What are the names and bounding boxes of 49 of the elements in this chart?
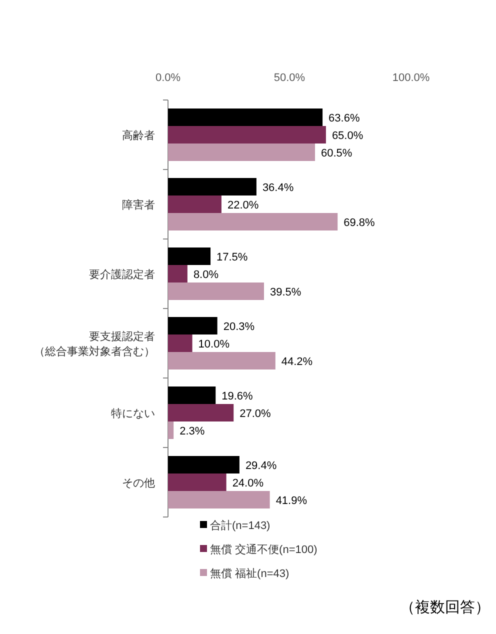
y-tick-label: 要支援認定者（総合事業対象者含む） [34, 330, 155, 358]
data-label: 69.8% [344, 216, 376, 229]
data-label: 36.4% [262, 182, 294, 194]
y-tick-label: 要介護認定者 [89, 268, 155, 281]
data-label: 2.3% [180, 425, 205, 438]
legend-label: 合計(n=143) [210, 519, 270, 532]
x-tick-label: 100.0% [392, 72, 430, 84]
data-label: 63.6% [328, 112, 360, 124]
y-tick-label: その他 [122, 477, 155, 490]
data-label: 19.6% [222, 390, 254, 402]
bar [168, 196, 222, 213]
bar [168, 144, 316, 161]
bar [168, 404, 234, 422]
data-label: 44.2% [281, 356, 313, 368]
bar [168, 352, 276, 370]
bar [168, 491, 270, 508]
legend-label: 無償 交通不便(n=100) [210, 543, 318, 556]
data-label: 22.0% [227, 199, 259, 212]
data-label: 8.0% [193, 268, 219, 281]
bar [168, 422, 174, 439]
bar [168, 126, 326, 144]
data-label: 65.0% [332, 130, 364, 142]
y-tick-label: 高齢者 [122, 128, 155, 142]
data-label: 39.5% [270, 286, 302, 298]
data-label: 10.0% [198, 338, 230, 350]
data-label: 24.0% [232, 477, 264, 490]
legend-label: 無償 福祉(n=43) [210, 567, 290, 580]
bar [168, 282, 264, 300]
bar [168, 213, 338, 230]
bar [168, 178, 256, 196]
data-label: 60.5% [321, 147, 352, 160]
y-tick-label: 特にない [111, 408, 155, 420]
data-label: 17.5% [216, 251, 248, 264]
bar [168, 108, 323, 126]
bar [168, 317, 218, 334]
bar [168, 334, 192, 352]
data-label: 27.0% [240, 408, 272, 420]
bar [168, 456, 240, 474]
x-tick-label: 0.0% [155, 72, 181, 84]
data-label: 41.9% [276, 494, 308, 507]
bar [168, 248, 211, 265]
bar [168, 474, 226, 491]
y-tick-label: 障害者 [122, 198, 155, 212]
bar [168, 386, 216, 404]
text: （複数回答） [400, 599, 490, 616]
data-label: 20.3% [223, 320, 255, 333]
x-tick-label: 50.0% [274, 72, 306, 84]
data-label: 29.4% [245, 460, 277, 472]
bar [168, 265, 188, 282]
